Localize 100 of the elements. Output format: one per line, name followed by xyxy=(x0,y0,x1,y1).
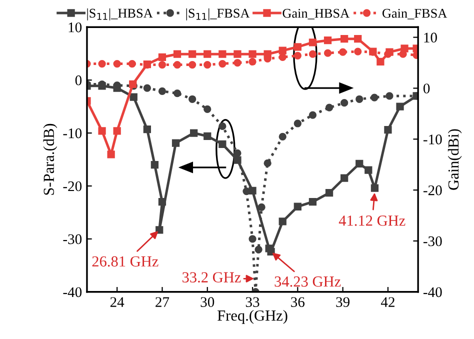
point xyxy=(364,166,372,174)
point xyxy=(258,203,266,211)
point xyxy=(396,102,404,110)
point xyxy=(234,58,242,67)
point xyxy=(340,99,348,107)
y2-tick-label: 0 xyxy=(423,84,430,94)
point xyxy=(234,50,242,58)
point xyxy=(278,46,286,54)
x-tick-label: 33 xyxy=(246,297,260,308)
point xyxy=(308,38,317,46)
point xyxy=(98,60,106,68)
point xyxy=(267,248,275,256)
point xyxy=(354,35,362,43)
point xyxy=(248,58,256,66)
point xyxy=(248,235,256,243)
legend-label: |S$_{11}$|_HBSA xyxy=(87,8,153,20)
point xyxy=(218,50,226,58)
x-tick-label: 36 xyxy=(291,297,305,308)
point xyxy=(218,122,226,130)
point xyxy=(278,53,286,61)
point xyxy=(143,125,151,134)
point xyxy=(218,140,226,148)
annotation: 26.81 GHz xyxy=(92,256,158,267)
point xyxy=(234,149,242,157)
x-tick-label: 42 xyxy=(380,297,394,307)
point xyxy=(248,50,256,58)
point xyxy=(204,105,212,114)
point xyxy=(354,48,362,56)
point xyxy=(324,49,332,57)
y-tick-label: 0 xyxy=(75,75,82,86)
point xyxy=(158,198,166,206)
y2-axis-title: Gain(dBi) xyxy=(448,129,462,190)
x-tick-label: 39 xyxy=(336,297,350,308)
y2-tick-label: -40 xyxy=(423,287,442,298)
point xyxy=(254,246,262,254)
point xyxy=(294,52,302,60)
point xyxy=(98,127,106,135)
y-axis-title: S-Para.(dB) xyxy=(43,124,58,195)
point xyxy=(113,60,121,68)
point xyxy=(370,94,378,102)
point xyxy=(278,132,286,141)
point xyxy=(278,218,286,226)
point xyxy=(218,60,226,68)
point xyxy=(264,159,272,168)
point xyxy=(294,120,302,128)
x-tick-label: 24 xyxy=(110,297,124,307)
point xyxy=(130,93,138,101)
y2-tick-label: -30 xyxy=(423,236,442,246)
point xyxy=(204,132,212,140)
point xyxy=(308,50,317,58)
point xyxy=(248,186,256,195)
point xyxy=(400,44,408,52)
point xyxy=(158,53,166,61)
point xyxy=(143,84,151,92)
annotation: 34.23 GHz xyxy=(274,276,341,287)
point xyxy=(294,43,302,51)
point xyxy=(128,60,136,68)
point xyxy=(188,60,196,69)
point xyxy=(172,139,180,147)
point xyxy=(308,111,317,119)
legend-label: Gain_FBSA xyxy=(382,8,448,20)
point xyxy=(356,95,364,103)
annotation: 41.12 GHz xyxy=(338,216,406,226)
point xyxy=(325,104,334,112)
annotation: 33.2 GHz xyxy=(182,272,241,283)
x-tick-label: 27 xyxy=(156,297,170,307)
point xyxy=(294,202,302,210)
point xyxy=(356,160,364,168)
point xyxy=(384,126,392,134)
y-tick-label: -10 xyxy=(63,128,82,138)
y-tick-label: -30 xyxy=(63,234,82,244)
point xyxy=(150,160,159,169)
point xyxy=(234,156,242,164)
point xyxy=(188,50,196,58)
point xyxy=(386,92,394,100)
point xyxy=(190,129,198,137)
point xyxy=(376,58,384,66)
y-tick-label: 10 xyxy=(68,22,82,32)
point xyxy=(339,48,347,56)
point xyxy=(156,226,164,234)
point xyxy=(173,60,182,69)
y-tick-label: -40 xyxy=(63,287,82,298)
y2-tick-label: -10 xyxy=(423,134,442,144)
y-tick-label: -20 xyxy=(63,181,82,192)
legend-label: Gain_HBSA xyxy=(282,8,350,20)
point xyxy=(340,35,348,43)
y2-tick-label: -20 xyxy=(423,185,442,196)
point xyxy=(324,36,332,44)
point xyxy=(370,184,379,192)
point xyxy=(158,60,166,69)
point xyxy=(113,127,121,135)
point xyxy=(399,50,407,58)
point xyxy=(158,87,166,96)
point xyxy=(325,189,334,197)
x-axis-title: Freq.(GHz) xyxy=(218,310,288,324)
point xyxy=(173,89,182,98)
point xyxy=(173,50,182,58)
point xyxy=(107,150,115,158)
x-tick-label: 30 xyxy=(200,297,214,308)
point xyxy=(204,50,212,58)
